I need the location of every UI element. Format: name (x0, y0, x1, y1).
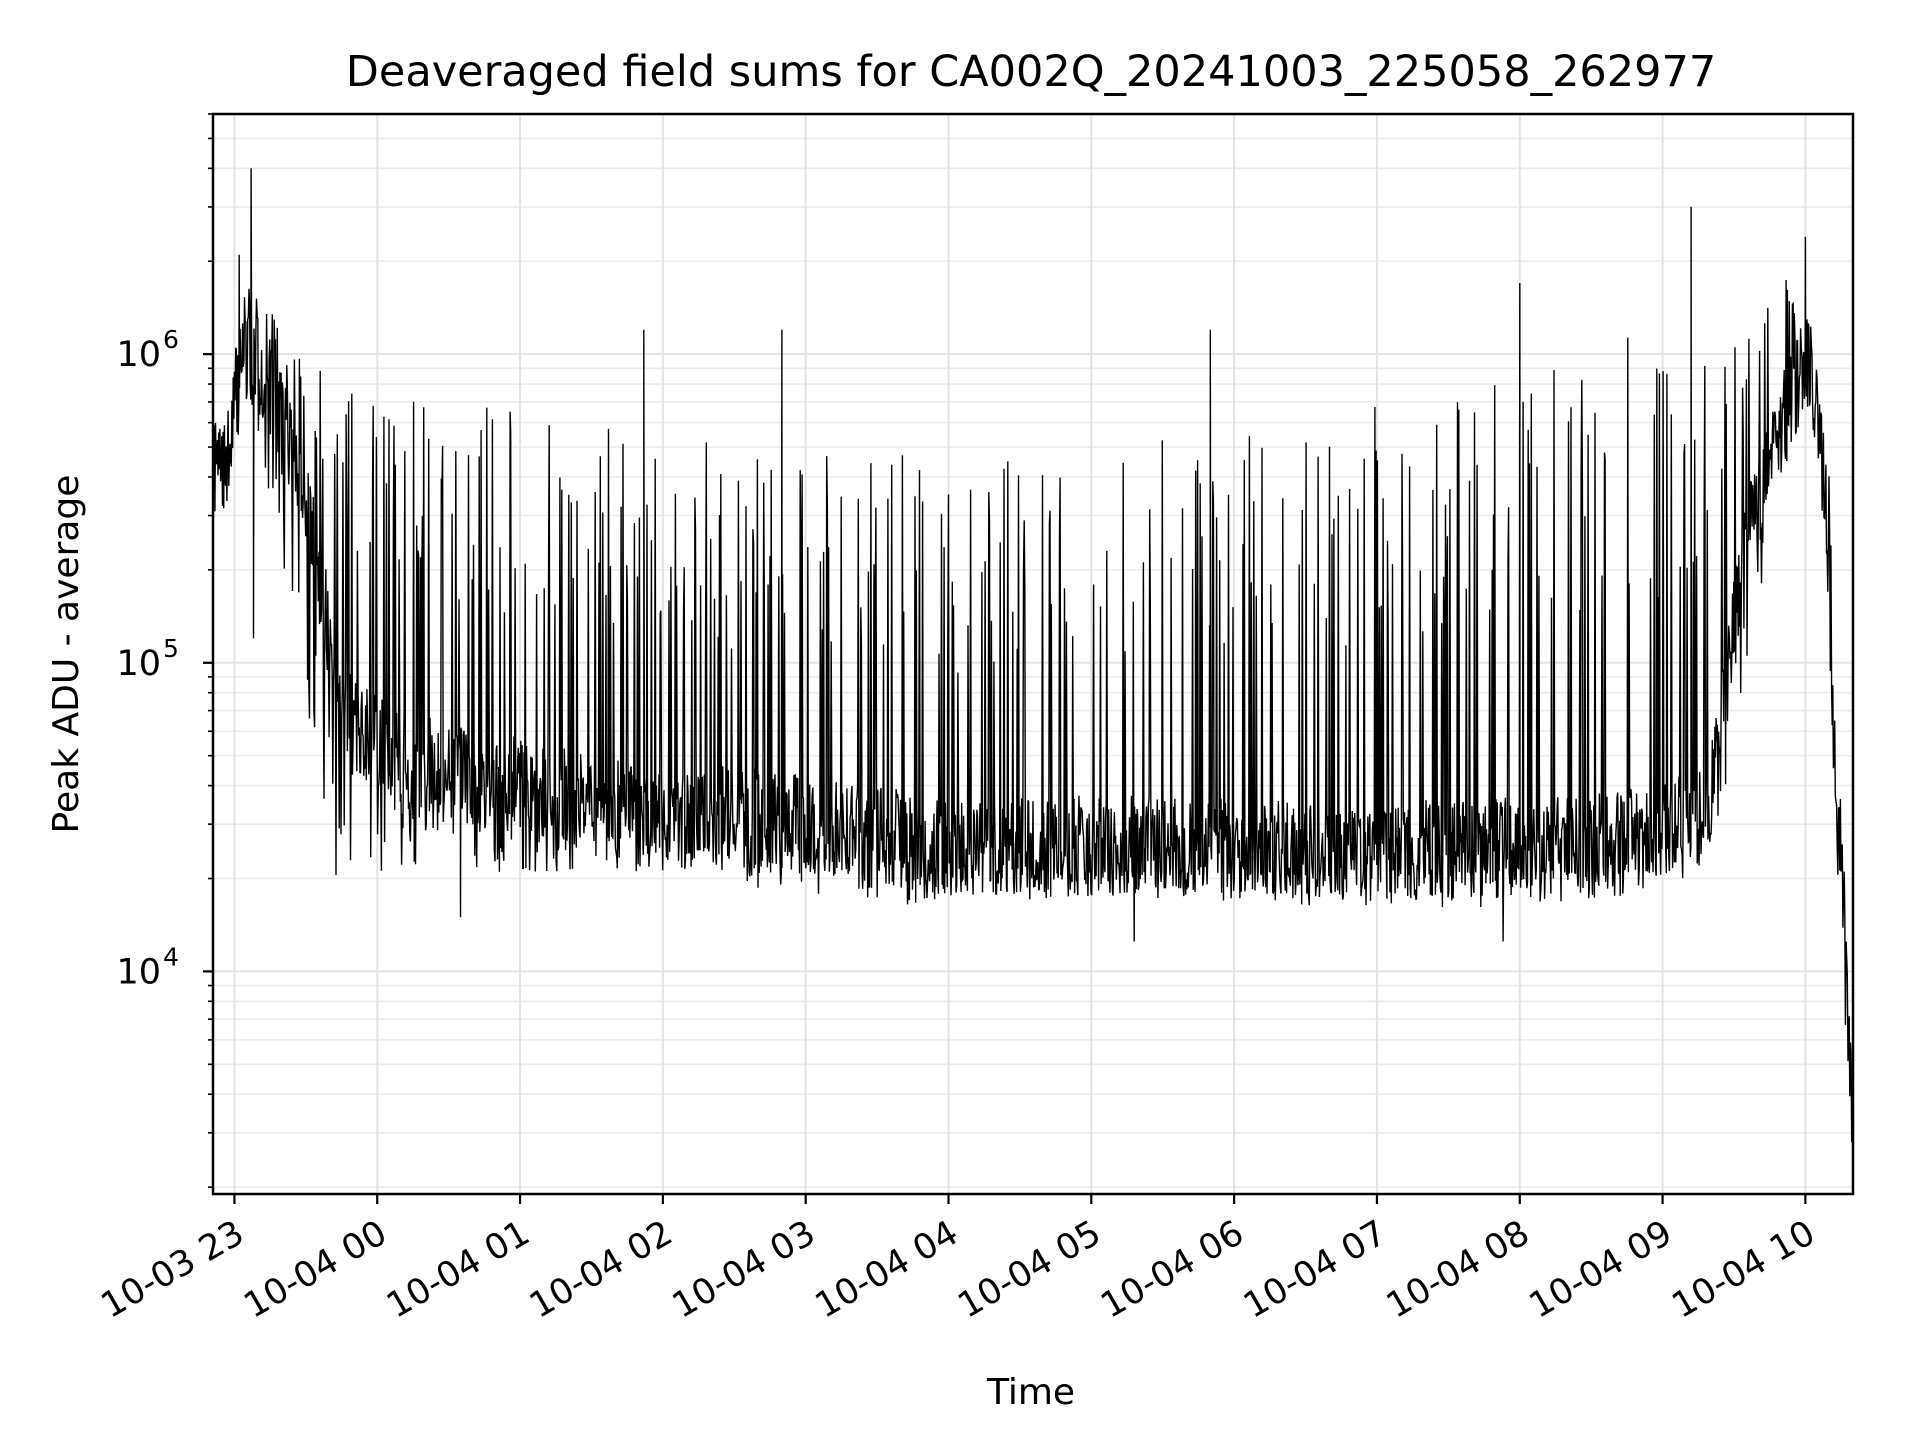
x-tick-label: 10-04 09 (1523, 1213, 1679, 1326)
data-series (212, 168, 1854, 1143)
y-tick-label: 10 (116, 644, 161, 684)
y-tick-exponent: 4 (163, 942, 179, 971)
y-tick-label: 10 (116, 335, 161, 375)
x-tick-label: 10-04 07 (1237, 1213, 1393, 1326)
y-tick-exponent: 5 (163, 634, 179, 663)
x-tick-label: 10-03 23 (95, 1213, 251, 1326)
x-tick-label: 10-04 06 (1094, 1213, 1250, 1326)
y-tick-label: 10 (116, 952, 161, 992)
plot-frame (211, 112, 1855, 1196)
x-tick-label: 10-04 10 (1666, 1213, 1822, 1326)
chart-title: Deaveraged field sums for CA002Q_2024100… (346, 47, 1716, 97)
x-tick-label: 10-04 05 (952, 1213, 1108, 1326)
x-axis-label: Time (986, 1372, 1075, 1413)
y-axis-label: Peak ADU - average (46, 475, 87, 834)
x-tick-label: 10-04 02 (523, 1213, 679, 1326)
x-tick-label: 10-04 00 (237, 1213, 393, 1326)
x-tick-label: 10-04 04 (809, 1213, 965, 1326)
series-line (212, 168, 1854, 1143)
x-tick-label: 10-04 03 (666, 1213, 822, 1326)
x-tick-label: 10-04 01 (380, 1213, 536, 1326)
y-tick-exponent: 6 (163, 325, 179, 354)
x-tick-label: 10-04 08 (1380, 1213, 1536, 1326)
